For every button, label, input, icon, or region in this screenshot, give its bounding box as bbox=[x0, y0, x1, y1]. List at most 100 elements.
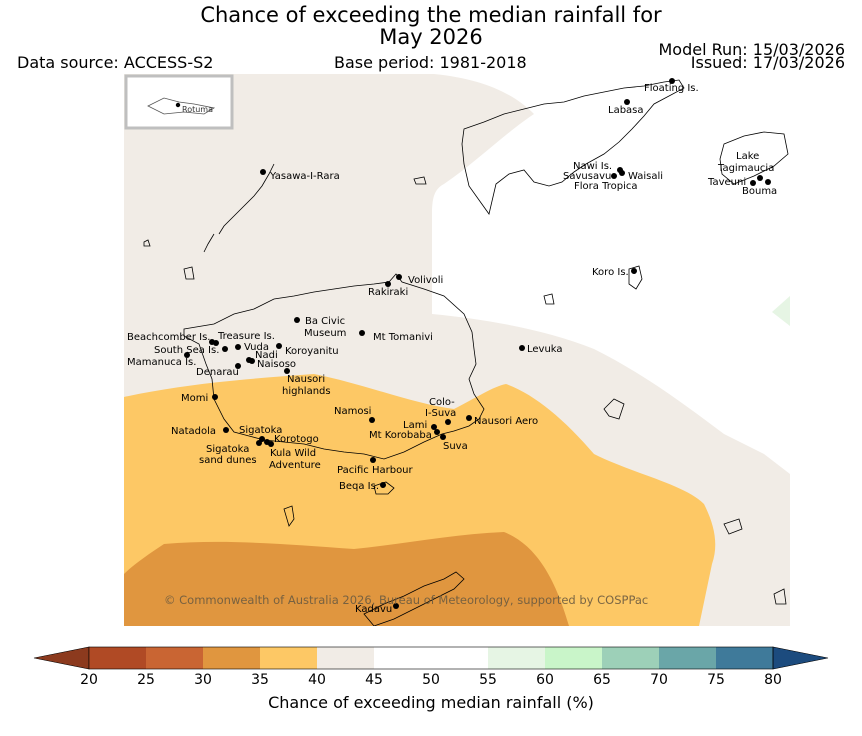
marker-mamanuca-is bbox=[184, 352, 190, 358]
marker-volivoli bbox=[396, 274, 402, 280]
label-kula-wild: Kula Wild bbox=[270, 448, 316, 459]
label-museum: Museum bbox=[304, 328, 346, 339]
marker-ba-civic-museum bbox=[294, 317, 300, 323]
inset-label: Rotuma bbox=[182, 105, 213, 114]
label-natadola: Natadola bbox=[171, 426, 216, 437]
label-lami: Lami bbox=[403, 420, 427, 431]
colorbar-cell bbox=[146, 647, 203, 669]
colorbar-cell bbox=[260, 647, 317, 669]
colorbar-tick-label: 70 bbox=[650, 672, 668, 688]
coast-small-islands bbox=[143, 176, 787, 605]
label-sand-dunes: sand dunes bbox=[199, 455, 257, 466]
label-koro-is: Koro Is. bbox=[592, 267, 629, 278]
label-nausori-aero: Nausori Aero bbox=[474, 416, 538, 427]
label-momi: Momi bbox=[181, 393, 208, 404]
label-savusavu: Savusavu bbox=[563, 171, 611, 182]
marker-colo-i-suva bbox=[445, 419, 451, 425]
marker-koroyanitu bbox=[276, 343, 282, 349]
colorbar-tick-label: 65 bbox=[593, 672, 611, 688]
colorbar-cell bbox=[716, 647, 773, 669]
title-line-1: Chance of exceeding the median rainfall … bbox=[200, 3, 662, 27]
marker-natadola bbox=[223, 427, 229, 433]
label-rakiraki: Rakiraki bbox=[368, 287, 408, 298]
label-pacific-harbour: Pacific Harbour bbox=[337, 465, 414, 476]
marker-mt-tomanivi bbox=[359, 330, 365, 336]
label-bouma: Bouma bbox=[742, 186, 777, 197]
marker-labasa bbox=[624, 99, 630, 105]
marker-sigatoka-sand-dunes bbox=[256, 440, 262, 446]
label-nawi-is: Nawi Is. bbox=[573, 161, 612, 172]
marker-beqa-is bbox=[380, 482, 386, 488]
label-suva: Suva bbox=[443, 441, 468, 452]
label-waisali: Waisali bbox=[628, 171, 663, 182]
label-nadi: Nadi bbox=[255, 350, 278, 361]
label-south-sea-is: South Sea Is. bbox=[154, 345, 219, 356]
coastlines bbox=[143, 79, 789, 626]
label-volivoli: Volivoli bbox=[408, 275, 443, 286]
marker-floating-is bbox=[669, 78, 675, 84]
colorbar-tick-label: 60 bbox=[536, 672, 554, 688]
colorbar-over-triangle bbox=[772, 646, 829, 670]
marker-suva bbox=[440, 434, 446, 440]
copyright-notice: © Commonwealth of Australia 2026, Bureau… bbox=[164, 593, 648, 607]
model-run: Model Run: 15/03/2026 bbox=[658, 40, 846, 59]
label-vuda: Vuda bbox=[244, 342, 269, 353]
marker-kadavu bbox=[393, 603, 399, 609]
coast-koro bbox=[628, 265, 643, 290]
place-labels: Floating Is. Labasa Nawi Is. Savusavu Wa… bbox=[127, 78, 777, 615]
colorbar-tick-label: 75 bbox=[707, 672, 725, 688]
colorbar-tick-label: 35 bbox=[251, 672, 269, 688]
colorbar-cell bbox=[89, 647, 146, 669]
label-namosi: Namosi bbox=[334, 406, 371, 417]
label-colo: Colo- bbox=[429, 397, 455, 408]
rainfall-map: Rotuma Floating Is. Labasa Nawi Is. Savu… bbox=[124, 74, 790, 626]
marker-taveuni bbox=[750, 180, 756, 186]
inset-rotuma: Rotuma bbox=[124, 74, 234, 130]
label-labasa: Labasa bbox=[608, 105, 644, 116]
colorbar-cell bbox=[317, 647, 374, 669]
colorbar-tick-label: 50 bbox=[422, 672, 440, 688]
label-mt-korobaba: Mt Korobaba bbox=[369, 430, 432, 441]
label-i-suva: I-Suva bbox=[425, 408, 456, 419]
marker-pacific-harbour bbox=[370, 457, 376, 463]
label-taveuni: Taveuni bbox=[707, 177, 746, 188]
colorbar-tick-label: 55 bbox=[479, 672, 497, 688]
colorbar-cell bbox=[602, 647, 659, 669]
marker-treasure-is bbox=[213, 340, 219, 346]
label-korotogo: Korotogo bbox=[274, 434, 319, 445]
coast-viti-levu bbox=[183, 273, 485, 460]
colorbar-cell bbox=[545, 647, 602, 669]
title-line-2: May 2026 bbox=[379, 25, 483, 49]
label-lake: Lake bbox=[736, 151, 759, 162]
marker-nausori-aero bbox=[466, 415, 472, 421]
label-nausori: Nausori bbox=[287, 374, 325, 385]
colorbar-tick-label: 20 bbox=[80, 672, 98, 688]
marker-denarau bbox=[235, 363, 241, 369]
colorbar-cell bbox=[374, 647, 431, 669]
region-55-60 bbox=[772, 296, 790, 326]
colorbar-tick-label: 30 bbox=[194, 672, 212, 688]
marker-lami bbox=[431, 424, 437, 430]
marker-waisali bbox=[619, 170, 625, 176]
label-mt-tomanivi: Mt Tomanivi bbox=[373, 332, 433, 343]
colorbar-cell bbox=[431, 647, 488, 669]
label-beqa-is: Beqa Is. bbox=[339, 481, 379, 492]
marker-savusavu bbox=[611, 173, 617, 179]
label-flora-tropica: Flora Tropica bbox=[574, 181, 637, 192]
label-koroyanitu: Koroyanitu bbox=[285, 346, 339, 357]
label-denarau: Denarau bbox=[196, 367, 239, 378]
label-levuka: Levuka bbox=[527, 344, 563, 355]
colorbar-tick-label: 25 bbox=[137, 672, 155, 688]
marker-nausori-highlands bbox=[284, 368, 290, 374]
label-kadavu: Kadavu bbox=[355, 604, 392, 615]
data-source: Data source: ACCESS-S2 bbox=[17, 53, 214, 72]
colorbar-tick-label: 40 bbox=[308, 672, 326, 688]
marker-mt-korobaba bbox=[434, 429, 440, 435]
label-highlands: highlands bbox=[282, 386, 331, 397]
label-treasure-is: Treasure Is. bbox=[217, 331, 275, 342]
region-30-35 bbox=[124, 532, 569, 626]
colorbar-cell bbox=[488, 647, 545, 669]
base-period: Base period: 1981-2018 bbox=[334, 53, 527, 72]
coast-vanua-levu bbox=[461, 79, 685, 215]
marker-yasawa-i-rara bbox=[260, 169, 266, 175]
